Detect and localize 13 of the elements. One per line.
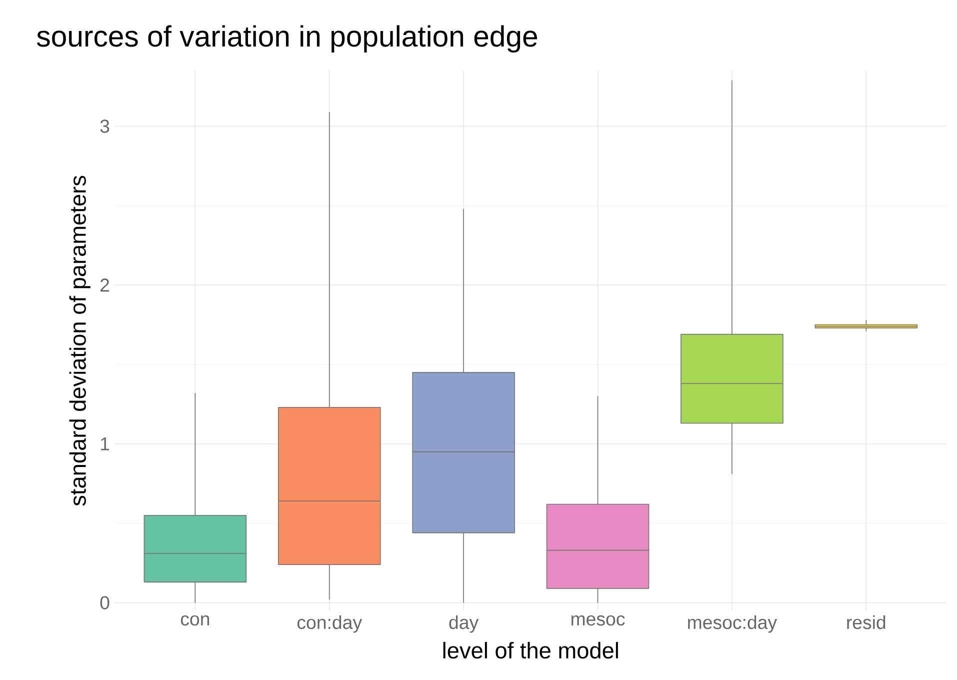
y-tick-label: 2 xyxy=(100,278,110,292)
y-axis-title: standard deviation of parameters xyxy=(69,176,90,506)
y-tick-label: 3 xyxy=(100,120,110,133)
y-tick-label: 1 xyxy=(101,437,110,450)
x-tick-label: con:day xyxy=(297,615,362,633)
x-tick-label: day xyxy=(449,615,479,633)
x-tick-label: con xyxy=(180,615,210,626)
x-axis-title: level of the model xyxy=(443,642,618,659)
x-tick-label: resid xyxy=(847,615,886,630)
x-tick-label: mesoc:day xyxy=(688,615,778,633)
y-tick-label: 0 xyxy=(100,596,110,610)
chart-title: sources of variation in population edge xyxy=(36,25,538,53)
x-tick-label: mesoc xyxy=(572,615,625,626)
